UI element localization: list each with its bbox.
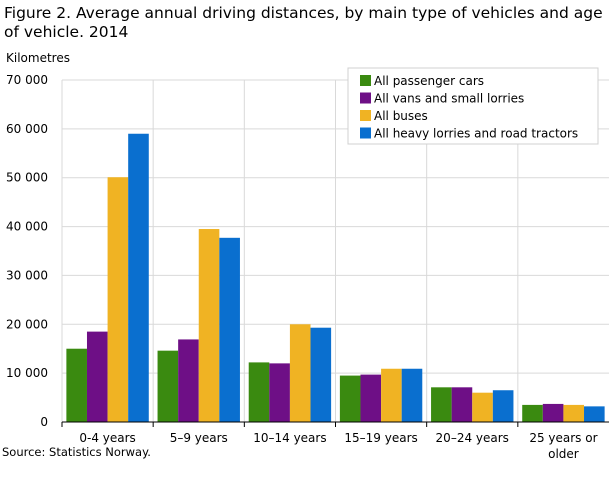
bar (289, 324, 311, 422)
bar (492, 390, 514, 422)
bar (219, 237, 240, 422)
bar (107, 177, 129, 422)
legend-label: All vans and small lorries (374, 92, 524, 106)
y-tick-label: 30 000 (6, 268, 48, 282)
y-tick-label: 60 000 (6, 122, 48, 136)
legend-swatch (360, 110, 371, 121)
bar (339, 375, 361, 422)
legend-label: All passenger cars (374, 74, 484, 88)
bar (66, 348, 87, 422)
bar (198, 229, 220, 422)
legend-swatch (360, 75, 371, 86)
bar (86, 331, 108, 422)
legend-swatch (360, 92, 371, 104)
x-tick-label: 25 years or (529, 431, 597, 445)
x-tick-label: 15–19 years (344, 431, 417, 445)
y-tick-label: 50 000 (6, 171, 48, 185)
bars (66, 133, 605, 422)
legend-label: All heavy lorries and road tractors (374, 127, 578, 141)
bar (542, 403, 564, 422)
source-note: Source: Statistics Norway. (2, 445, 151, 459)
legend-box (347, 67, 599, 145)
y-axis: 0 10 000 20 000 30 000 40 000 50 000 60 000 70 … (6, 73, 48, 429)
bar (584, 406, 605, 422)
bar (157, 350, 179, 422)
bar (178, 339, 199, 422)
bar (128, 133, 149, 422)
bar (472, 392, 493, 422)
legend-swatch (360, 127, 371, 139)
legend: All passenger cars All vans and small lor… (347, 67, 599, 145)
bar (522, 404, 543, 422)
x-tick-label: 5–9 years (170, 431, 228, 445)
x-tick-label: 10–14 years (253, 431, 326, 445)
bar (451, 387, 473, 422)
bar (269, 363, 290, 422)
bar (431, 387, 452, 422)
bar (310, 327, 332, 422)
chart-title: Figure 2. Average annual driving distanc… (4, 4, 603, 41)
bar (401, 368, 423, 422)
y-tick-label: 20 000 (6, 317, 48, 331)
bar (381, 368, 402, 422)
x-tick-label: 0-4 years (79, 431, 135, 445)
y-tick-label: 70 000 (6, 73, 48, 87)
y-axis-label: Kilometres (6, 51, 70, 65)
y-tick-label: 40 000 (6, 220, 48, 234)
x-tick-label: older (548, 447, 579, 461)
y-tick-label: 0 (40, 415, 48, 429)
x-axis: 0-4 years 5–9 years 10–14 years 15–19 years… (61, 421, 609, 461)
bar (248, 362, 270, 422)
y-tick-label: 10 000 (6, 366, 48, 380)
x-tick-label: 20–24 years (436, 431, 509, 445)
bar (360, 374, 382, 422)
bar (563, 404, 585, 422)
legend-label: All buses (374, 109, 428, 123)
